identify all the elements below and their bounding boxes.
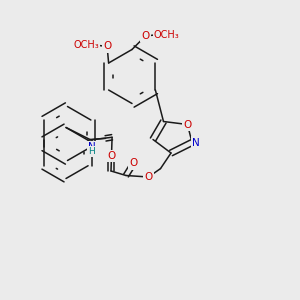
Text: O: O [141, 31, 150, 41]
Text: O: O [144, 172, 153, 182]
Text: O: O [129, 158, 138, 169]
Text: H: H [88, 147, 95, 156]
Text: N: N [88, 142, 95, 152]
Text: O: O [103, 41, 111, 52]
Text: OCH₃: OCH₃ [154, 29, 179, 40]
Text: N: N [192, 137, 200, 148]
Text: O: O [107, 151, 115, 161]
Text: OCH₃: OCH₃ [73, 40, 99, 50]
Text: O: O [183, 119, 192, 130]
